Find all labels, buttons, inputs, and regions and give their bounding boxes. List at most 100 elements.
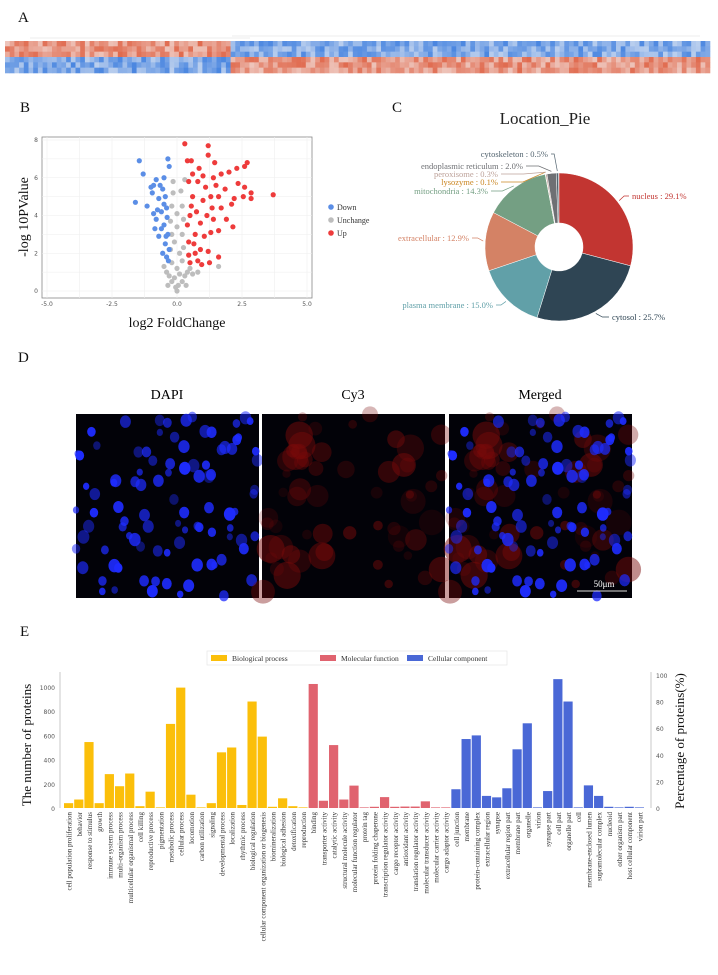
heatmap-cell	[84, 46, 90, 52]
cell-nucleus	[193, 469, 205, 483]
heatmap-cell	[630, 41, 636, 47]
heatmap-cell	[705, 57, 711, 63]
heatmap-cell	[352, 67, 358, 74]
heatmap-cell	[329, 41, 335, 47]
heatmap-cell	[611, 46, 617, 52]
heatmap-cell	[658, 41, 664, 47]
heatmap-cell	[131, 67, 137, 74]
heatmap-cell	[376, 67, 382, 74]
cy3-signal	[296, 451, 313, 468]
point-up	[218, 171, 224, 177]
heatmap-cell	[578, 46, 584, 52]
point-down	[164, 205, 170, 211]
heatmap-cell	[465, 51, 471, 58]
heatmap-cell	[362, 62, 368, 68]
legend: Biological process Molecular function Cell…	[206, 650, 508, 666]
cy3-signal	[286, 444, 300, 458]
cell-nucleus	[538, 458, 549, 470]
heatmap-cell	[399, 57, 405, 63]
cell-nucleus	[506, 446, 517, 458]
cell-nucleus	[174, 536, 186, 550]
point-down	[161, 201, 167, 207]
heatmap-cell	[136, 62, 142, 68]
heatmap-cell	[672, 51, 678, 58]
heatmap-cell	[305, 41, 311, 47]
category-label: locomotion	[188, 812, 196, 844]
y-tick-right-label: 0	[656, 806, 660, 813]
point-up	[196, 165, 202, 171]
heatmap-cell	[409, 51, 415, 58]
category-label: protein tag	[361, 812, 369, 843]
heatmap-cell	[569, 67, 574, 74]
cy3-signal	[448, 517, 461, 531]
category-label: response to stimulus	[86, 812, 94, 869]
heatmap-cell	[705, 51, 711, 58]
heatmap-cell	[291, 62, 297, 68]
point-up	[212, 160, 218, 166]
heatmap-cell	[371, 67, 377, 74]
heatmap-cell	[695, 51, 701, 58]
point-down	[154, 207, 161, 213]
heatmap-cell	[334, 41, 339, 47]
cell-nucleus	[547, 536, 559, 550]
cy3-signal	[265, 552, 278, 565]
heatmap-cell	[442, 46, 448, 52]
legend-label-down: Down	[337, 203, 357, 212]
heatmap-cell	[587, 46, 593, 52]
cy3-signal	[373, 520, 383, 531]
cell-nucleus	[542, 431, 553, 443]
heatmap-cell	[136, 57, 142, 63]
heatmap-cell	[559, 41, 565, 47]
heatmap-cell	[117, 62, 123, 68]
point-up	[216, 194, 222, 200]
heatmap-cell	[616, 46, 621, 52]
point-up	[223, 216, 229, 222]
cy3-signal	[587, 488, 613, 514]
grid	[42, 137, 312, 298]
cell-nucleus	[77, 561, 89, 575]
heatmap-cell	[14, 51, 20, 58]
heatmap-cell	[99, 46, 104, 52]
cy3-signal	[287, 549, 312, 573]
heatmap-cell	[681, 57, 687, 63]
heatmap-cell	[141, 46, 147, 52]
heatmap-cell	[225, 41, 231, 47]
heatmap-cell	[540, 62, 546, 68]
channel-title-cy3: Cy3	[341, 388, 364, 403]
heatmap-cell	[531, 67, 537, 74]
heatmap-cell	[616, 51, 621, 58]
heatmap-cell	[146, 62, 151, 68]
heatmap-cell	[503, 62, 509, 68]
heatmap-cell	[94, 51, 100, 58]
point-up	[216, 254, 222, 260]
heatmap-cell	[700, 57, 706, 63]
heatmap-cell	[522, 51, 527, 58]
point-up	[182, 141, 188, 147]
cell-nucleus	[153, 474, 164, 487]
heatmap-cell	[301, 46, 307, 52]
bar	[165, 723, 176, 808]
heatmap-cell	[413, 41, 419, 47]
cy3-signal	[377, 460, 400, 483]
heatmap-cell	[136, 67, 142, 74]
cell-nucleus	[133, 446, 144, 458]
heatmap-cell	[695, 46, 701, 52]
heatmap-cell	[695, 57, 701, 63]
cy3-signal	[400, 488, 426, 514]
heatmap-cell	[146, 41, 151, 47]
heatmap-cell	[630, 67, 636, 74]
heatmap-cell	[597, 62, 603, 68]
heatmap-cell	[489, 41, 495, 47]
bar	[502, 788, 512, 808]
heatmap-cell	[526, 51, 532, 58]
category-label: extracellular region part	[504, 812, 512, 879]
heatmap-cell	[174, 41, 180, 47]
heatmap-cell	[484, 62, 490, 68]
heatmap-cell	[155, 46, 161, 52]
category-label: antioxidant activity	[402, 812, 410, 867]
point-unchange	[174, 224, 180, 230]
heatmap-cell	[352, 51, 358, 58]
heatmap-cell	[211, 67, 217, 74]
heatmap-cell	[5, 51, 10, 58]
category-label: organelle part	[565, 812, 573, 851]
